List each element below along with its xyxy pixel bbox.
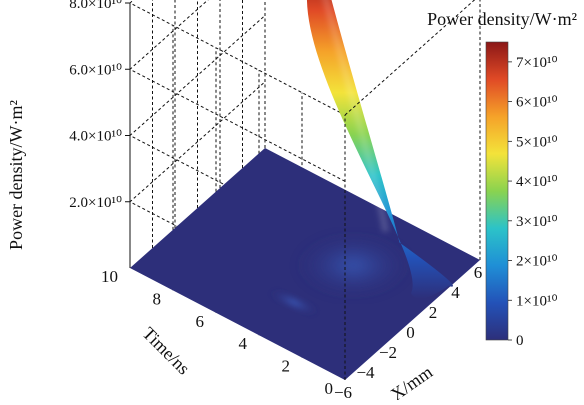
time-tick-label: 4: [239, 334, 248, 353]
x-tick-label: 2: [429, 303, 438, 322]
time-tick-label: 8: [153, 289, 162, 308]
colorbar-tick-label: 0: [516, 333, 524, 349]
axes: 2.0×10¹⁰4.0×10¹⁰6.0×10¹⁰8.0×10¹⁰0246810−…: [69, 0, 483, 402]
colorbar-tick-label: 1×10¹⁰: [516, 293, 557, 309]
x-tick-label: 6: [474, 263, 483, 282]
x-tick-label: −2: [379, 343, 397, 362]
surface-base-glow: [295, 233, 412, 298]
colorbar-tick-label: 5×10¹⁰: [516, 134, 557, 150]
y-axis-label: Time/ns: [139, 323, 194, 378]
x-tick-label: −4: [356, 363, 375, 382]
colorbar-tick-label: 2×10¹⁰: [516, 254, 557, 270]
surface: [130, 0, 480, 380]
surface-peak-highlight: [322, 0, 389, 233]
x-tick-label: 0: [406, 323, 415, 342]
z-tick-label: 8.0×10¹⁰: [69, 0, 122, 12]
colorbar-tick-label: 7×10¹⁰: [516, 55, 557, 71]
time-tick-label: 0: [325, 379, 334, 398]
z-tick-label: 6.0×10¹⁰: [69, 62, 122, 78]
z-tick-label: 2.0×10¹⁰: [69, 195, 122, 211]
x-tick-label: −6: [334, 383, 352, 400]
surface-secondary-feature: [270, 290, 318, 315]
time-tick-label: 10: [101, 267, 118, 286]
z-axis-label: Power density/W·m²: [6, 100, 26, 250]
colorbar-tick-label: 6×10¹⁰: [516, 95, 557, 111]
colorbar-tick-label: 3×10¹⁰: [516, 214, 557, 230]
time-tick-label: 2: [282, 357, 291, 376]
colorbar: Power density/W·m² 0 1×10¹⁰ 2×10¹⁰ 3×10¹⁰ 4×…: [427, 9, 577, 349]
z-tick-label: 4.0×10¹⁰: [69, 129, 122, 145]
colorbar-tick-label: 4×10¹⁰: [516, 174, 557, 190]
x-tick-label: 4: [451, 283, 460, 302]
x-axis-label: X/mm: [387, 362, 436, 400]
time-tick-label: 6: [196, 312, 205, 331]
colorbar-gradient: [485, 41, 509, 341]
colorbar-title: Power density/W·m²: [427, 9, 577, 29]
